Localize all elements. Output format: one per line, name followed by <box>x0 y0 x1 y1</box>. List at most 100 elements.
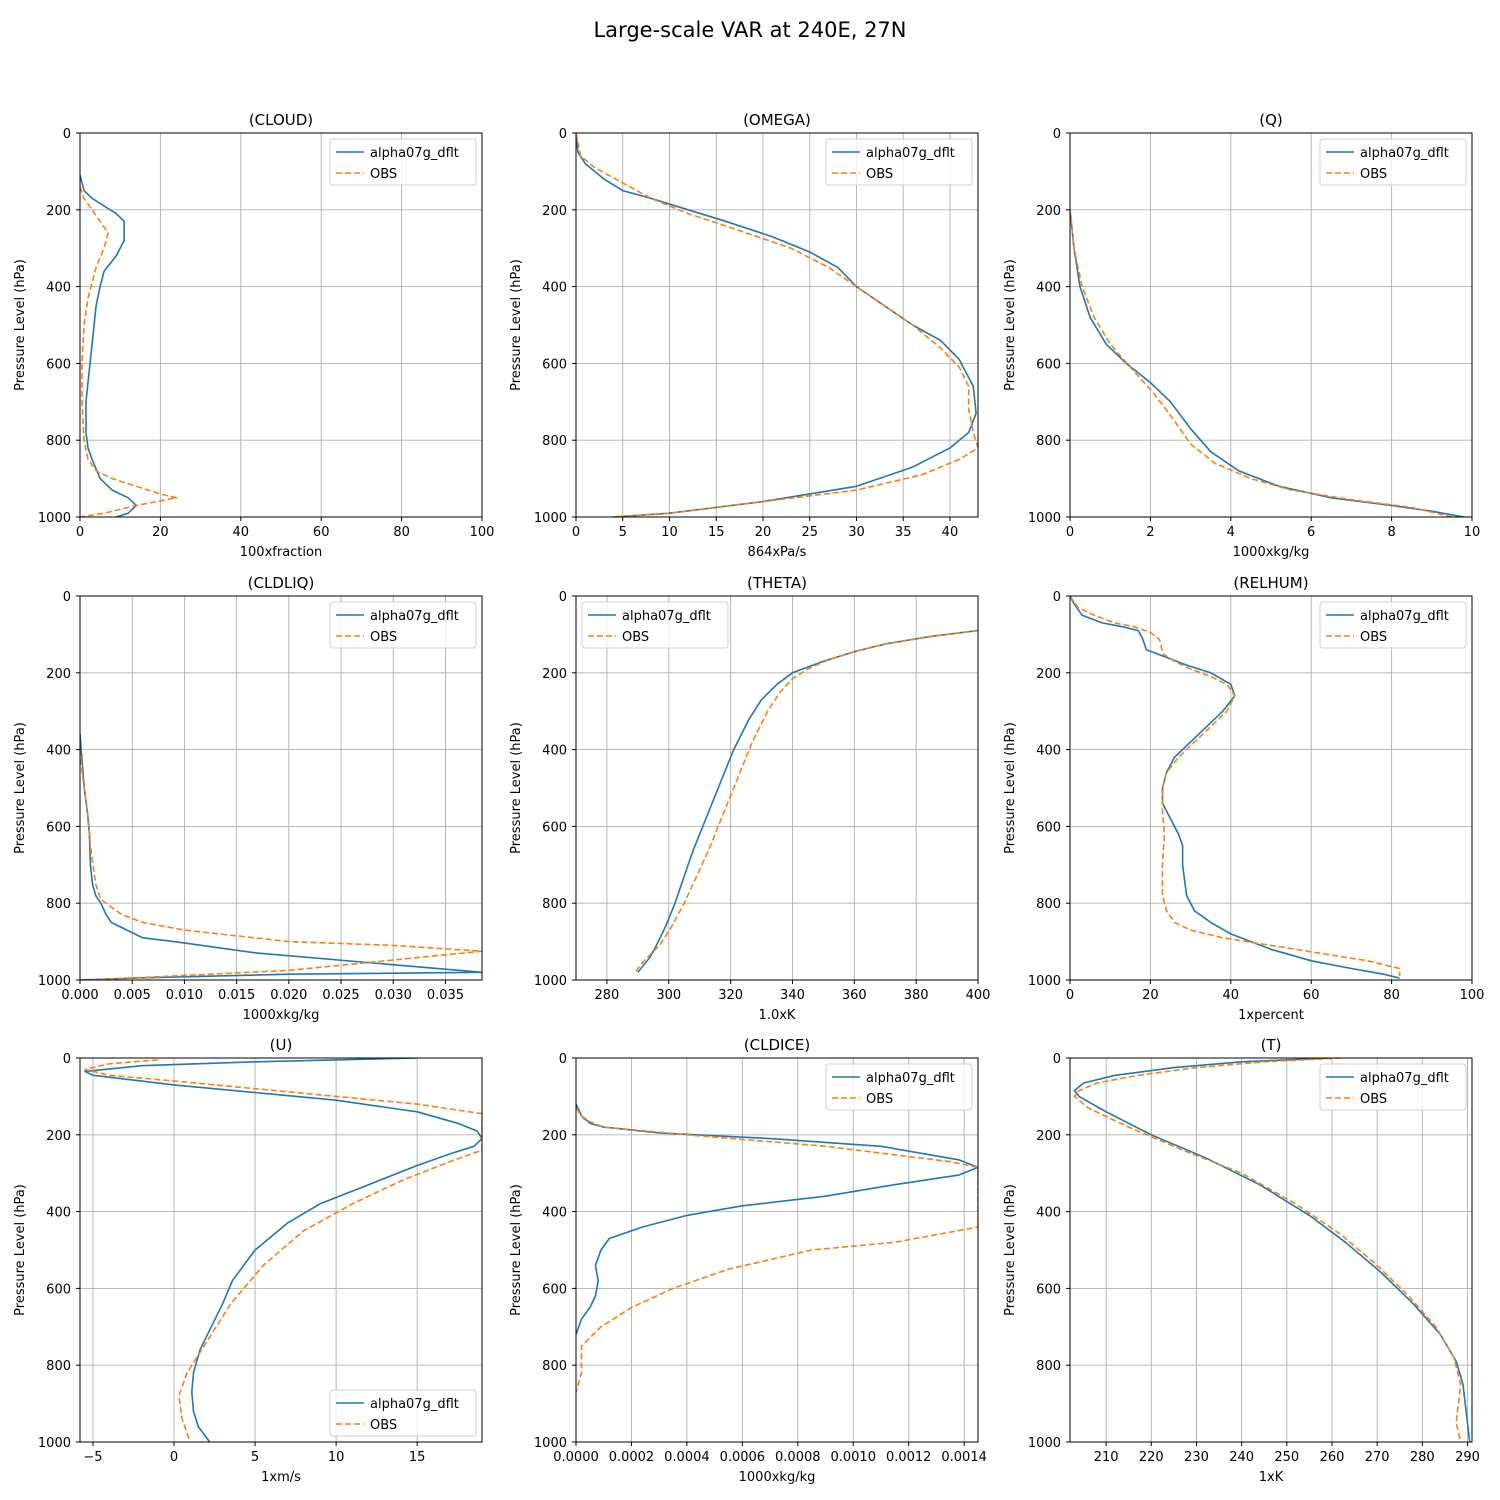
y-tick-label: 600 <box>1036 1282 1061 1297</box>
x-tick-label: 80 <box>393 525 410 540</box>
y-tick-label: 1000 <box>38 511 71 526</box>
x-tick-label: 5 <box>251 1450 259 1465</box>
legend: alpha07g_dflt OBS <box>329 601 477 649</box>
y-tick-label: 0 <box>63 127 71 142</box>
x-tick-label: 40 <box>1223 988 1240 1003</box>
x-tick-label: 230 <box>1184 1450 1209 1465</box>
panel-theta: 280 300 320 340 360 380 400 0 200 400 600 800 1000 (T… <box>509 574 990 1023</box>
legend-frame <box>825 1063 973 1111</box>
y-tick-label: 0 <box>559 590 567 605</box>
y-tick-label: 800 <box>542 897 567 912</box>
y-tick-label: 1000 <box>1028 974 1061 989</box>
x-tick-label: 6 <box>1307 525 1315 540</box>
legend: alpha07g_dflt OBS <box>1319 1063 1467 1111</box>
legend: alpha07g_dflt OBS <box>1319 601 1467 649</box>
panel-title: (T) <box>1261 1036 1282 1054</box>
panel-title: (CLDLIQ) <box>248 574 315 592</box>
x-tick-label: 0.0008 <box>775 1450 821 1465</box>
legend: alpha07g_dflt OBS <box>581 601 729 649</box>
legend-label: OBS <box>1360 167 1387 182</box>
panel-t: 210 220 230 240 250 260 270 280 290 0 200 400 600 800… <box>1003 1036 1480 1485</box>
x-tick-label: 0 <box>1066 988 1074 1003</box>
x-tick-label: 240 <box>1229 1450 1254 1465</box>
x-tick-label: 210 <box>1094 1450 1119 1465</box>
y-axis-label: Pressure Level (hPa) <box>509 1184 524 1316</box>
x-tick-label: 20 <box>1142 988 1159 1003</box>
legend-frame <box>825 138 973 186</box>
panel-u: −5 0 5 10 15 0 200 400 600 800 1000 (U) 1xm/s Pressur… <box>13 1036 483 1485</box>
y-tick-label: 600 <box>1036 820 1061 835</box>
x-tick-label: 10 <box>328 1450 345 1465</box>
x-tick-label: 290 <box>1455 1450 1480 1465</box>
obs-line-t <box>1073 1058 1462 1442</box>
panels: 0 20 40 60 80 10002004006008001000(CLOUD)100x… <box>13 111 1484 1485</box>
x-axis-label: 1xm/s <box>261 1470 301 1485</box>
obs-line-cloud <box>80 186 178 517</box>
obs-line-u <box>84 1059 482 1442</box>
x-tick-label: 360 <box>842 988 867 1003</box>
y-tick-label: 200 <box>542 1129 567 1144</box>
legend-label: OBS <box>866 167 893 182</box>
legend-frame <box>1319 601 1467 649</box>
x-axis-label: 1.0xK <box>759 1008 796 1023</box>
y-tick-label: 800 <box>1036 1359 1061 1374</box>
x-tick-label: 60 <box>1303 988 1320 1003</box>
y-tick-label: 600 <box>542 1282 567 1297</box>
obs-line-q <box>1070 209 1453 517</box>
x-tick-label: 35 <box>895 525 912 540</box>
panel-title: (CLOUD) <box>249 111 313 129</box>
model-line-relhum <box>1070 596 1400 979</box>
legend: alpha07g_dflt OBS <box>329 1389 477 1437</box>
x-tick-label: 300 <box>656 988 681 1003</box>
y-tick-label: 800 <box>542 434 567 449</box>
legend-label: alpha07g_dflt <box>622 609 711 624</box>
panel-q: 0 2 4 6 8 10 0 200 400 600 800 1000 (Q) 1000xkg/kg Pre… <box>1003 111 1480 560</box>
y-tick-label: 600 <box>542 820 567 835</box>
x-tick-label: 0.0004 <box>664 1450 710 1465</box>
x-axis-label: 1000xkg/kg <box>739 1470 816 1485</box>
x-tick-label: 320 <box>718 988 743 1003</box>
panel-title: (OMEGA) <box>743 111 811 129</box>
x-tick-label: 260 <box>1320 1450 1345 1465</box>
y-tick-label: 1000 <box>534 511 567 526</box>
model-line-cldliq <box>80 734 482 980</box>
x-tick-label: 0.010 <box>166 988 203 1003</box>
y-tick-label: 400 <box>542 281 567 296</box>
x-tick-label: 20 <box>152 525 169 540</box>
legend: alpha07g_dflt OBS <box>825 1063 973 1111</box>
x-tick-label: 250 <box>1274 1450 1299 1465</box>
x-tick-label: 2 <box>1146 525 1154 540</box>
x-tick-label: 0.0006 <box>720 1450 766 1465</box>
y-tick-label: 400 <box>46 744 71 759</box>
y-tick-label: 400 <box>1036 281 1061 296</box>
legend-frame <box>1319 1063 1467 1111</box>
legend-label: alpha07g_dflt <box>1360 1071 1449 1086</box>
panel-title: (CLDICE) <box>744 1036 810 1054</box>
axes-frame <box>79 132 483 518</box>
panel-title: (Q) <box>1259 111 1283 129</box>
model-line-u <box>84 1058 482 1442</box>
x-axis-label: 100xfraction <box>240 545 322 560</box>
legend-frame <box>329 1389 477 1437</box>
legend-label: alpha07g_dflt <box>370 1397 459 1412</box>
y-tick-label: 0 <box>1053 1052 1061 1067</box>
panel-cldliq: 0.000 0.005 0.010 0.015 0.020 0.025 0.030 0.035… <box>13 574 483 1023</box>
y-tick-label: 0 <box>63 1052 71 1067</box>
x-tick-label: 0 <box>572 525 580 540</box>
y-tick-label: 1000 <box>38 1436 71 1451</box>
panel-cloud: 0 20 40 60 80 10002004006008001000(CLOUD)100x… <box>13 111 494 560</box>
panel-relhum: 0 20 40 60 80 10002004006008001000(RELHUM)1xp… <box>1003 574 1484 1023</box>
y-tick-label: 200 <box>542 204 567 219</box>
x-tick-label: 220 <box>1139 1450 1164 1465</box>
axes-frame <box>79 1057 483 1443</box>
y-tick-label: 1000 <box>38 974 71 989</box>
x-tick-label: 30 <box>848 525 865 540</box>
panel-title: (RELHUM) <box>1233 574 1308 592</box>
legend-label: OBS <box>370 1418 397 1433</box>
x-tick-label: 0.0010 <box>830 1450 876 1465</box>
model-line-omega <box>576 133 977 517</box>
x-tick-label: 0.015 <box>218 988 255 1003</box>
legend: alpha07g_dflt OBS <box>825 138 973 186</box>
legend-frame <box>581 601 729 649</box>
y-tick-label: 200 <box>1036 1129 1061 1144</box>
